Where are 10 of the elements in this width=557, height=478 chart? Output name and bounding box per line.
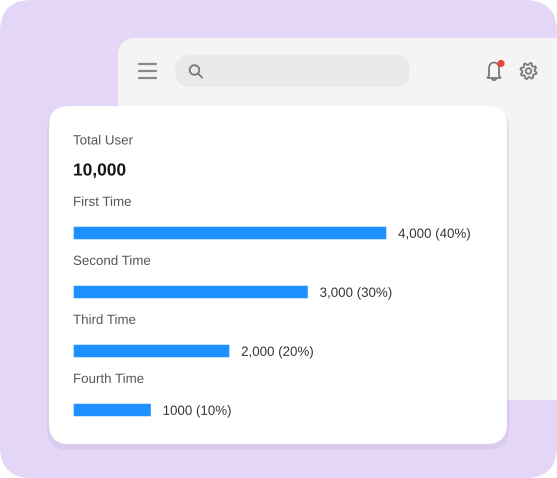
chart-subtitle: 10,000	[74, 163, 126, 178]
data-label: 4,000 (40%)	[398, 228, 470, 241]
y-tick-label: Third Time	[73, 314, 136, 324]
chart-title: Total User	[73, 134, 133, 145]
data-label: 2,000 (20%)	[242, 346, 313, 359]
y-tick-label: First Time	[74, 196, 131, 206]
y-tick-label: Second Time	[74, 255, 150, 266]
data-label: 3,000 (30%)	[320, 287, 392, 300]
y-tick-label: Fourth Time	[74, 373, 144, 384]
data-label: 1000 (10%)	[164, 405, 231, 418]
